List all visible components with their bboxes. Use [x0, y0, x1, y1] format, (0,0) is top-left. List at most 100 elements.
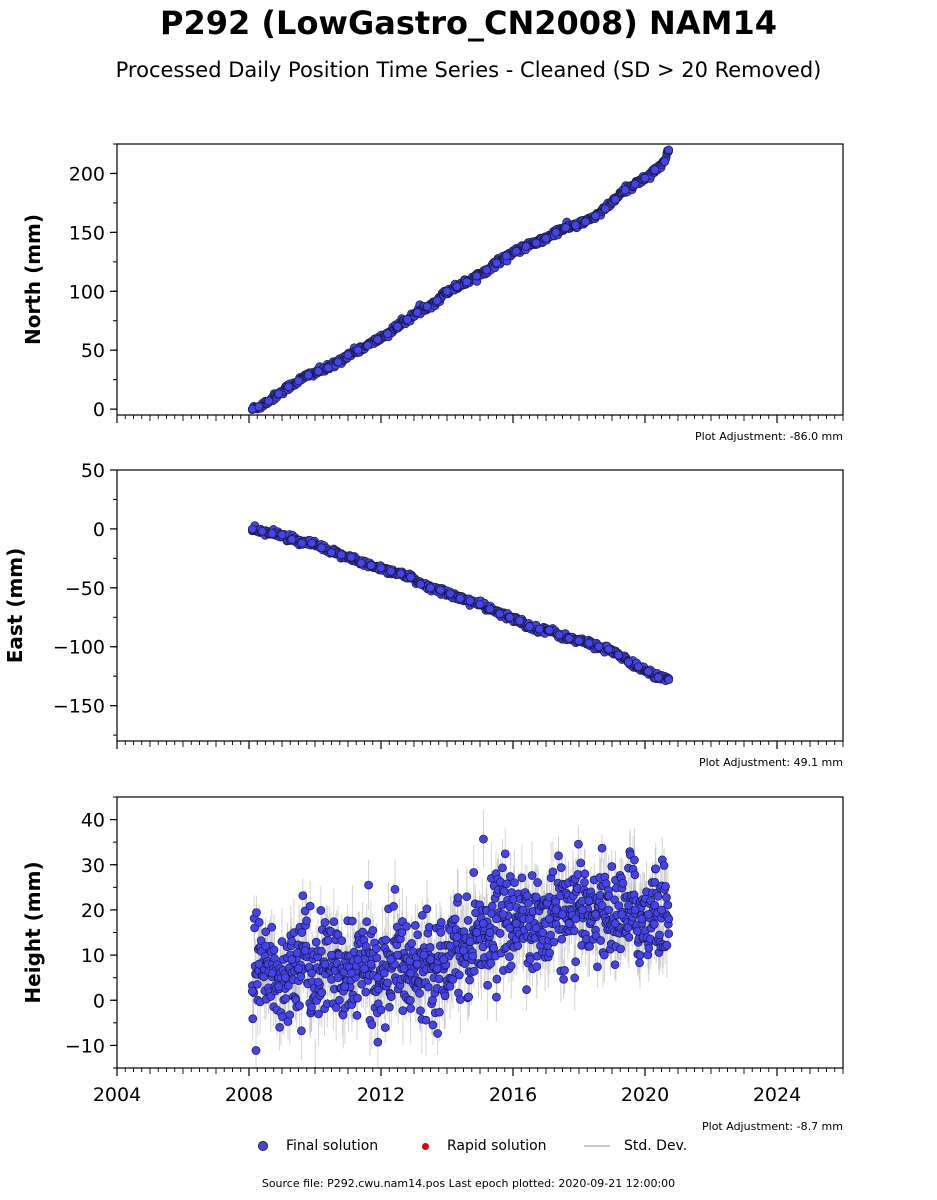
data-point [546, 930, 555, 940]
data-point [435, 1007, 444, 1017]
data-point [525, 622, 534, 632]
x-tick-label: 2004 [93, 1084, 141, 1106]
plot-adjustment-label: Plot Adjustment: 49.1 mm [699, 756, 843, 769]
data-point [363, 341, 373, 350]
data-point [346, 968, 356, 978]
data-point [538, 928, 548, 937]
data-point [465, 937, 475, 946]
data-point [275, 1022, 284, 1032]
data-point [373, 973, 383, 983]
data-point [650, 919, 659, 929]
data-point [659, 861, 669, 870]
data-point [455, 970, 464, 980]
data-point [413, 930, 423, 940]
data-point [284, 981, 293, 991]
data-point [574, 636, 584, 646]
data-point [307, 538, 317, 548]
data-point [302, 916, 311, 926]
data-point [574, 839, 583, 849]
data-point [557, 934, 567, 944]
data-point [432, 964, 442, 973]
y-axis-label: North (mm) [21, 214, 45, 345]
data-point [434, 974, 444, 984]
y-axis-label: East (mm) [3, 548, 27, 664]
data-point [518, 905, 528, 915]
y-tick-label: 10 [81, 945, 105, 967]
data-point [416, 579, 425, 589]
data-point [333, 973, 343, 983]
data-point [380, 1023, 390, 1032]
x-tick-label: 2008 [225, 1084, 273, 1106]
data-point [439, 955, 449, 964]
data-point [383, 329, 392, 339]
data-point [297, 1026, 306, 1036]
data-point [630, 855, 639, 865]
data-point [412, 308, 422, 317]
data-point [267, 529, 277, 538]
data-point [327, 548, 336, 557]
data-point [277, 530, 287, 540]
final-solution-points [247, 521, 674, 686]
data-point [287, 535, 297, 544]
data-point [398, 1006, 408, 1015]
x-tick-label: 2024 [753, 1084, 801, 1106]
data-point [551, 905, 561, 915]
data-point [357, 979, 366, 989]
data-point [287, 936, 297, 946]
data-point [502, 251, 511, 261]
data-point [274, 389, 284, 399]
data-point [307, 968, 317, 978]
data-point [510, 878, 519, 888]
data-point [433, 1029, 442, 1038]
data-point [558, 910, 567, 919]
data-point [407, 938, 417, 948]
data-point [396, 569, 406, 579]
data-point [379, 968, 389, 978]
y-tick-label: 20 [81, 900, 105, 922]
data-point [261, 927, 271, 937]
data-point [524, 899, 533, 908]
data-point [362, 917, 372, 927]
data-point [383, 978, 392, 988]
data-point [580, 877, 589, 887]
data-point [352, 1011, 362, 1020]
y-tick-label: −50 [65, 578, 105, 600]
data-point [274, 982, 284, 992]
data-point [591, 910, 600, 919]
data-point [294, 376, 303, 386]
data-point [498, 863, 507, 873]
legend-rapid-label: Rapid solution [447, 1138, 547, 1154]
data-point [390, 885, 400, 894]
data-point [635, 950, 645, 960]
data-point [541, 233, 551, 243]
data-point [522, 985, 531, 994]
data-point [650, 901, 660, 910]
data-point [254, 959, 264, 969]
data-point [591, 211, 600, 221]
data-point [250, 923, 259, 933]
data-point [405, 995, 415, 1005]
data-point [397, 928, 407, 937]
data-point [580, 869, 590, 879]
data-point [337, 550, 346, 560]
y-tick-label: 0 [93, 990, 105, 1012]
data-point [442, 286, 452, 296]
data-point [623, 923, 633, 932]
data-point [376, 563, 386, 573]
data-point [630, 905, 640, 915]
data-point [581, 217, 590, 227]
data-point [393, 950, 402, 960]
data-point [452, 932, 462, 942]
data-point [368, 926, 378, 935]
data-point [489, 943, 499, 953]
data-point [333, 357, 343, 367]
data-point [432, 296, 442, 306]
data-point [348, 916, 357, 926]
data-point [577, 905, 587, 915]
data-point [313, 367, 323, 376]
y-tick-label: −150 [53, 696, 105, 718]
data-point [614, 901, 624, 910]
data-point [295, 1001, 304, 1010]
data-point [607, 862, 617, 871]
